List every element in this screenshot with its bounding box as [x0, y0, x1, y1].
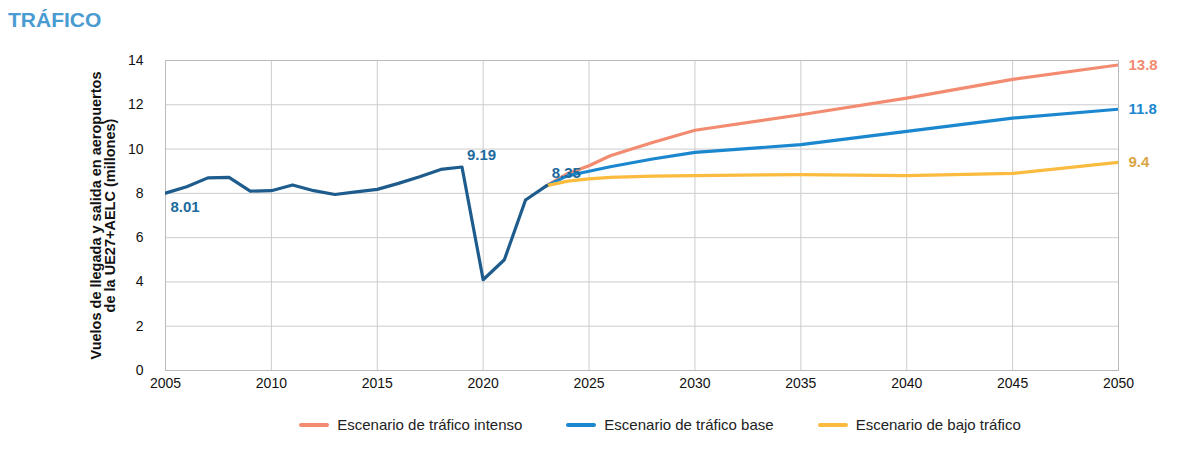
svg-text:2005: 2005 — [150, 375, 181, 391]
html-text:Escenario de tráfico intenso: Escenario de tráfico intenso — [337, 416, 523, 433]
svg-text:Vuelos de llegada y salida en: Vuelos de llegada y salida en aeropuerto… — [88, 72, 119, 360]
svg-text:4: 4 — [136, 273, 144, 289]
svg-text:2: 2 — [136, 318, 144, 334]
svg-text:2040: 2040 — [891, 375, 922, 391]
svg-text:14: 14 — [128, 52, 144, 68]
svg-text:2020: 2020 — [468, 375, 499, 391]
svg-text:0: 0 — [136, 362, 144, 378]
svg-text:2025: 2025 — [573, 375, 604, 391]
html-text:Escenario de bajo tráfico: Escenario de bajo tráfico — [855, 416, 1021, 433]
svg-text:2015: 2015 — [362, 375, 393, 391]
svg-text:9.19: 9.19 — [467, 146, 496, 163]
html-text:TRÁFICO: TRÁFICO — [8, 8, 102, 31]
svg-text:10: 10 — [128, 141, 144, 157]
svg-text:2010: 2010 — [256, 375, 287, 391]
svg-text:2035: 2035 — [785, 375, 816, 391]
svg-text:12: 12 — [128, 96, 144, 112]
svg-text:8.01: 8.01 — [171, 198, 200, 215]
svg-text:8: 8 — [136, 185, 144, 201]
html-text:Escenario de tráfico base: Escenario de tráfico base — [604, 416, 774, 433]
svg-text:9.4: 9.4 — [1129, 153, 1151, 170]
svg-text:2050: 2050 — [1103, 375, 1134, 391]
svg-text:2045: 2045 — [997, 375, 1028, 391]
svg-text:11.8: 11.8 — [1129, 100, 1157, 117]
svg-text:6: 6 — [136, 229, 144, 245]
svg-text:13.8: 13.8 — [1129, 56, 1158, 73]
svg-text:8.35: 8.35 — [552, 164, 581, 181]
svg-text:2030: 2030 — [679, 375, 710, 391]
